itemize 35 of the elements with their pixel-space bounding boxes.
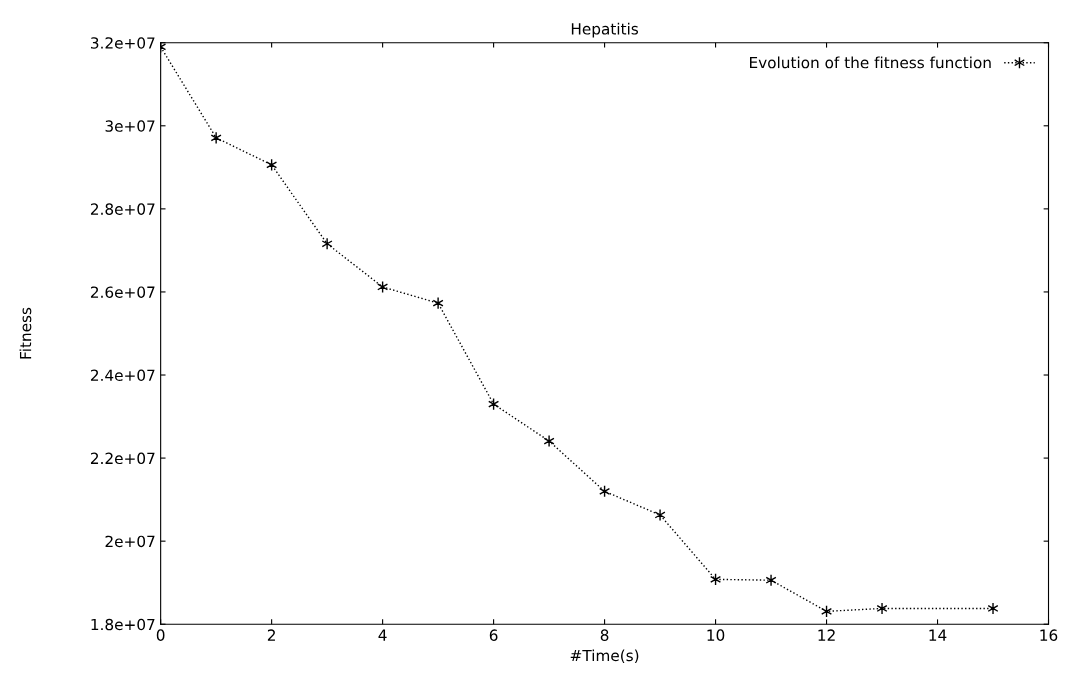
y-tick-label: 2.6e+07 [90,286,155,298]
point [488,397,500,411]
point [654,508,666,522]
point [710,573,722,586]
point [266,158,278,172]
point [377,280,389,294]
point [432,296,444,310]
x-tick-label: 0 [156,629,165,641]
point [876,602,888,615]
x-tick-label: 14 [929,629,947,641]
point [543,434,555,448]
x-tick-label: 16 [1040,629,1058,641]
y-tick-label: 2.8e+07 [90,203,155,215]
point [765,573,777,587]
legend-label: Evolution of the fitness function [750,56,991,69]
x-tick-label: 12 [818,629,835,641]
chart-title: Hepatitis [571,22,639,38]
x-tick-label: 4 [378,629,387,641]
point [599,485,611,498]
x-tick-label: 6 [489,629,498,641]
point [821,605,833,618]
x-tick-label: 10 [707,629,725,641]
point [987,602,999,615]
y-tick-label: 2.4e+07 [90,369,155,382]
x-tick-label: 2 [267,629,275,641]
y-tick-label: 3.2e+07 [91,37,155,49]
point [210,131,222,145]
point [321,237,333,251]
y-tick-label: 3e+07 [105,120,155,132]
y-tick-label: 1.8e+07 [91,618,155,631]
x-tick-label: 8 [600,629,609,641]
y-axis-title: Fitness [19,307,32,359]
y-tick-label: 2e+07 [105,535,155,548]
y-tick-label: 2.2e+07 [90,452,155,465]
x-axis-title: #Time(s) [570,649,639,664]
